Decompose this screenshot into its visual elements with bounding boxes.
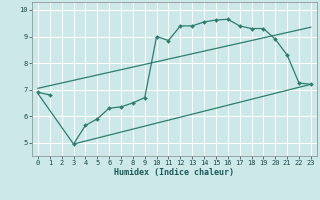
X-axis label: Humidex (Indice chaleur): Humidex (Indice chaleur) bbox=[115, 168, 234, 177]
